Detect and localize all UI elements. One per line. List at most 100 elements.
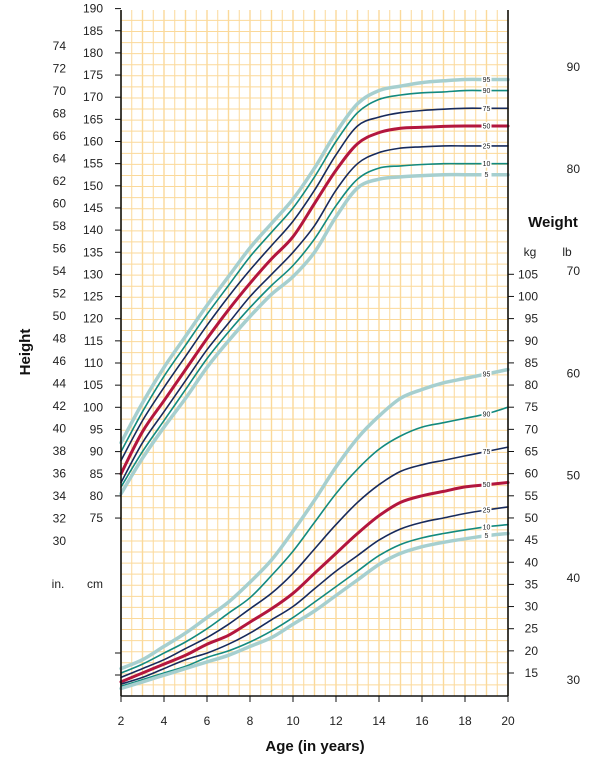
height-p5-label-bg xyxy=(481,170,492,179)
inch-tick-label: 52 xyxy=(53,287,67,301)
weight-p75-label-bg xyxy=(481,447,492,456)
inch-tick-label: 30 xyxy=(53,534,67,548)
weight-p5-label: 5 xyxy=(485,533,489,540)
cm-tick-label: 135 xyxy=(83,245,103,259)
height-p50-label: 50 xyxy=(483,123,491,130)
kg-tick-label: 85 xyxy=(525,356,539,370)
axis-ticks: 2 4 6 8 10 12 14 16 18 20758085909510010511011512… xyxy=(53,2,581,728)
kg-tick-label: 75 xyxy=(525,400,539,414)
kg-tick-label: 60 xyxy=(525,467,539,481)
weight-p50-label: 50 xyxy=(483,482,491,489)
cm-tick-label: 190 xyxy=(83,2,103,16)
cm-tick-label: 140 xyxy=(83,223,103,237)
height-p10-label: 10 xyxy=(483,161,491,168)
weight-p90-line xyxy=(120,406,509,674)
kg-tick-label: 80 xyxy=(525,378,539,392)
height-p95-label-bg xyxy=(481,75,492,84)
cm-tick-label: 75 xyxy=(90,511,104,525)
inch-tick-label: 36 xyxy=(53,467,67,481)
cm-tick-label: 125 xyxy=(83,290,103,304)
kg-tick-label: 35 xyxy=(525,577,539,591)
height-p75-label: 75 xyxy=(483,106,491,113)
inch-tick-label: 72 xyxy=(53,62,67,76)
weight-axis-title: Weight xyxy=(528,214,578,231)
kg-tick-label: 100 xyxy=(518,289,538,303)
kg-tick-label: 45 xyxy=(525,533,539,547)
grid xyxy=(120,10,509,697)
lb-tick-label: 80 xyxy=(567,162,581,176)
cm-tick-label: 110 xyxy=(84,356,103,370)
lb-tick-label: 70 xyxy=(567,264,581,278)
weight-p90-label: 90 xyxy=(483,411,491,418)
inch-tick-label: 68 xyxy=(53,107,67,121)
kg-tick-label: 25 xyxy=(525,622,539,636)
weight-p95-label: 95 xyxy=(483,371,491,378)
lb-tick-label: 40 xyxy=(567,571,581,585)
cm-tick-label: 145 xyxy=(83,201,103,215)
kg-tick-label: 95 xyxy=(525,312,539,326)
cm-tick-label: 165 xyxy=(83,112,103,126)
inch-tick-label: 62 xyxy=(53,174,67,188)
cm-tick-label: 115 xyxy=(84,334,103,348)
x-tick-label: 12 xyxy=(329,714,343,728)
cm-tick-label: 175 xyxy=(83,68,103,82)
height-p10-label-bg xyxy=(481,159,492,168)
height-p5-label: 5 xyxy=(485,172,489,179)
weight-p10-label-bg xyxy=(481,522,492,531)
cm-tick-label: 155 xyxy=(83,157,103,171)
weight-p90-label-bg xyxy=(481,409,492,418)
inch-tick-label: 70 xyxy=(53,84,67,98)
weight-p10-line xyxy=(120,523,509,688)
height-p90-line xyxy=(120,89,509,453)
height-p25-line xyxy=(120,145,509,484)
cm-tick-label: 95 xyxy=(90,422,104,436)
inch-tick-label: 38 xyxy=(53,444,67,458)
x-tick-label: 4 xyxy=(161,714,168,728)
x-tick-label: 18 xyxy=(458,714,472,728)
inch-tick-label: 66 xyxy=(53,129,67,143)
kg-tick-label: 30 xyxy=(525,600,539,614)
weight-p5-label-bg xyxy=(481,531,492,540)
height-p25-label-bg xyxy=(481,141,492,150)
cm-tick-label: 180 xyxy=(83,46,103,60)
cm-unit-label: cm xyxy=(87,577,103,591)
weight-p25-line xyxy=(120,506,509,685)
weight-p75-label: 75 xyxy=(483,449,491,456)
inch-tick-label: 46 xyxy=(53,354,67,368)
inch-tick-label: 58 xyxy=(53,219,67,233)
lb-tick-label: 30 xyxy=(567,673,581,687)
kg-tick-label: 15 xyxy=(525,666,539,680)
cm-tick-label: 160 xyxy=(83,135,103,149)
kg-tick-label: 40 xyxy=(525,555,539,569)
inch-unit-label: in. xyxy=(52,577,65,591)
cm-tick-label: 105 xyxy=(83,378,103,392)
inch-tick-label: 74 xyxy=(53,39,67,53)
height-p10-line xyxy=(120,162,509,488)
weight-p95-label-bg xyxy=(481,369,492,378)
cm-tick-label: 150 xyxy=(83,179,103,193)
height-p95-label: 95 xyxy=(483,77,491,84)
weight-p10-label: 10 xyxy=(483,524,491,531)
weight-p50-line xyxy=(119,481,510,684)
cm-tick-label: 185 xyxy=(83,24,103,38)
kg-tick-label: 70 xyxy=(525,422,539,436)
lb-unit-label: lb xyxy=(562,245,572,259)
inch-tick-label: 56 xyxy=(53,242,67,256)
cm-tick-label: 130 xyxy=(83,267,103,281)
height-axis-title: Height xyxy=(17,329,34,376)
height-p5-line xyxy=(119,172,510,496)
inch-tick-label: 48 xyxy=(53,332,67,346)
cm-tick-label: 85 xyxy=(90,467,104,481)
height-p50-label-bg xyxy=(481,121,492,130)
plot-frame xyxy=(120,10,509,697)
lb-tick-label: 90 xyxy=(567,60,581,74)
inch-tick-label: 60 xyxy=(53,197,67,211)
weight-p25-label-bg xyxy=(481,505,492,514)
weight-p95-line xyxy=(119,367,510,671)
x-tick-label: 20 xyxy=(501,714,515,728)
kg-tick-label: 20 xyxy=(525,644,539,658)
x-tick-label: 14 xyxy=(372,714,386,728)
weight-p25-label: 25 xyxy=(483,507,491,514)
height-p90-label: 90 xyxy=(483,88,491,95)
